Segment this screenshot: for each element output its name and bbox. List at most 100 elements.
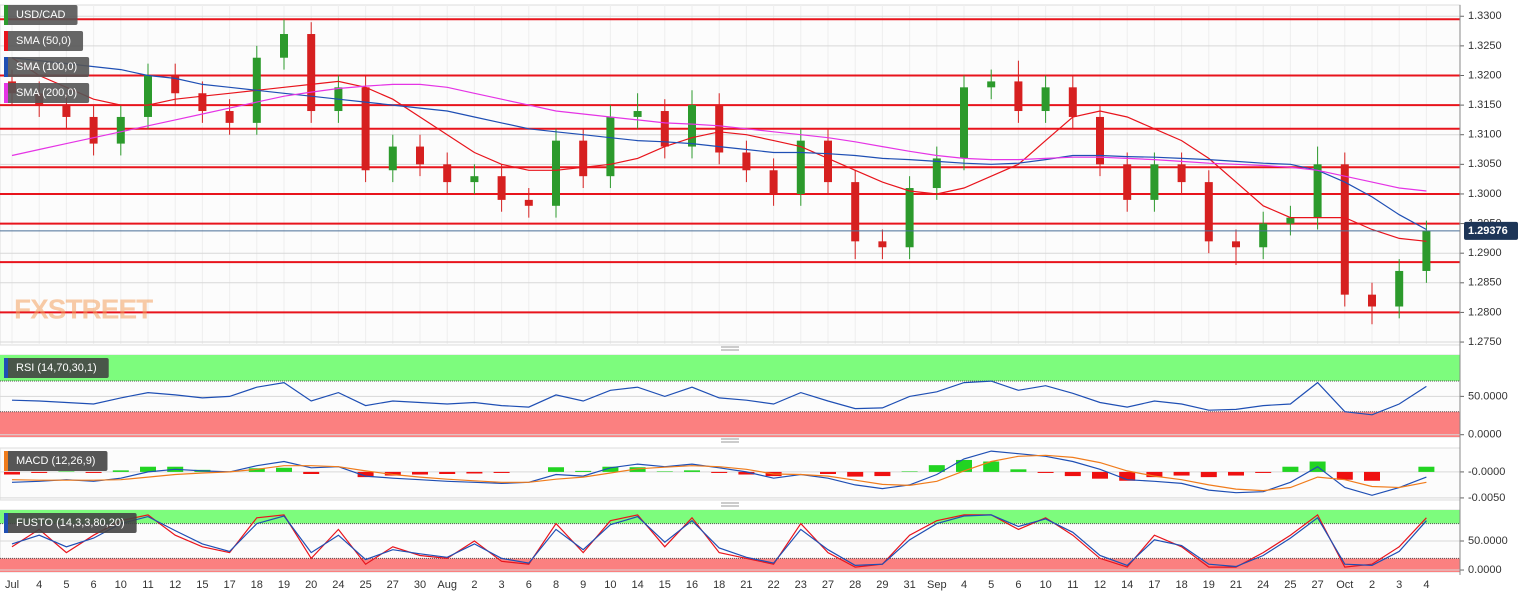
x-tick-label: 14	[1121, 579, 1133, 591]
histogram-bar	[1336, 471, 1353, 480]
candle-body	[1123, 164, 1132, 200]
histogram-bar	[1255, 471, 1272, 473]
x-tick-label: 2	[1369, 579, 1375, 591]
x-tick-label: 29	[876, 579, 888, 591]
histogram-bar	[1146, 471, 1163, 478]
candle-body	[225, 111, 234, 123]
y-tick-label: 0.0000	[1468, 429, 1502, 441]
candle-body	[144, 75, 152, 117]
candle-body	[470, 176, 479, 183]
last-price-box	[1464, 221, 1518, 240]
candle-body	[1259, 223, 1268, 248]
legend-box	[4, 31, 84, 51]
candle-body	[851, 182, 860, 242]
histogram-bar	[493, 471, 510, 473]
panel-handles	[721, 346, 739, 507]
x-tick-label: 2	[471, 579, 477, 591]
histogram-bar	[4, 471, 20, 475]
candle-body	[688, 105, 696, 147]
last-price-label: 1.29376	[1468, 225, 1508, 237]
histogram-bar	[738, 471, 755, 475]
x-tick-label: 23	[795, 579, 807, 591]
histogram-bar	[901, 471, 918, 472]
x-tick-label: 18	[1175, 579, 1187, 591]
x-tick-label: 19	[278, 579, 290, 591]
legend-box	[4, 451, 108, 471]
y-tick-label: 1.2900	[1468, 247, 1502, 259]
oversold-zone	[0, 411, 1460, 437]
candle-body	[171, 75, 180, 94]
histogram-bar	[412, 471, 428, 475]
candle-body	[1395, 270, 1404, 307]
legend-box	[4, 57, 90, 77]
x-tick-label: 27	[387, 579, 399, 591]
candle-body	[497, 176, 506, 200]
legend-item: SMA (100,0)	[4, 57, 90, 77]
x-tick-label: 16	[686, 579, 698, 591]
candle-body	[742, 152, 751, 171]
histogram-bar	[874, 471, 891, 477]
candle-body	[361, 87, 370, 171]
x-tick-label: 24	[332, 579, 344, 591]
candle-body	[960, 87, 968, 159]
x-tick-label: 25	[359, 579, 371, 591]
candle-body	[89, 116, 98, 144]
x-tick-label: 8	[553, 579, 559, 591]
histogram-bar	[656, 471, 673, 472]
x-tick-label: 9	[580, 579, 586, 591]
y-tick-label: 1.3200	[1468, 69, 1502, 81]
line-series	[11, 513, 1427, 568]
line-series	[11, 450, 1427, 496]
histogram-bar	[248, 468, 265, 472]
candle-body	[1422, 230, 1431, 271]
legend-item: FUSTO (14,3,3,80,20)	[4, 513, 137, 533]
histogram-bar	[1119, 471, 1136, 481]
histogram-bar	[629, 467, 646, 472]
x-tick-label: 5	[63, 579, 69, 591]
histogram-bar	[1200, 471, 1217, 478]
histogram-bar	[684, 470, 700, 472]
x-tick-label: 18	[713, 579, 725, 591]
legend-box	[4, 513, 137, 533]
candle-body	[443, 164, 452, 183]
x-tick-label: 12	[169, 579, 181, 591]
y-tick-label: 1.2750	[1468, 336, 1502, 348]
histogram-bar	[1228, 471, 1244, 476]
x-tick-label: 27	[1311, 579, 1323, 591]
histogram-bar	[140, 466, 156, 472]
legend-swatch	[4, 5, 8, 25]
histogram-bar	[276, 467, 292, 472]
histogram-bar	[956, 459, 972, 472]
legend-item: SMA (200,0)	[4, 83, 90, 103]
legend-swatch	[4, 83, 8, 103]
candle-body	[416, 146, 424, 165]
x-tick-label: 22	[767, 579, 779, 591]
legend-item: SMA (50,0)	[4, 31, 84, 51]
histogram-bar	[711, 471, 728, 473]
x-tick-label: 6	[1015, 579, 1021, 591]
x-tick-label: 4	[961, 579, 967, 591]
candle-body	[62, 105, 71, 117]
x-tick-label: 25	[1284, 579, 1296, 591]
histogram-bar	[1064, 471, 1081, 477]
x-tick-label: 20	[305, 579, 317, 591]
candle-body	[388, 146, 397, 171]
line-series	[11, 454, 1427, 492]
y-tick-label: -0.0050	[1468, 492, 1505, 504]
candle-body	[824, 140, 832, 183]
watermark: FXSTREET	[14, 293, 153, 324]
histogram-bar	[303, 471, 320, 474]
histogram-bar	[58, 471, 75, 472]
histogram-bar	[983, 461, 1000, 472]
x-tick-label: 27	[822, 579, 834, 591]
legend-item: USD/CAD	[4, 5, 78, 25]
x-tick-label: 3	[1396, 579, 1402, 591]
legend-label: SMA (100,0)	[16, 61, 77, 73]
candle-body	[1286, 217, 1295, 224]
candle-body	[633, 111, 642, 117]
candle-body	[1041, 87, 1050, 112]
candle-body	[1313, 164, 1322, 218]
legend-label: SMA (200,0)	[16, 87, 77, 99]
histogram-bar	[847, 471, 864, 477]
x-tick-label: 11	[1067, 579, 1078, 591]
